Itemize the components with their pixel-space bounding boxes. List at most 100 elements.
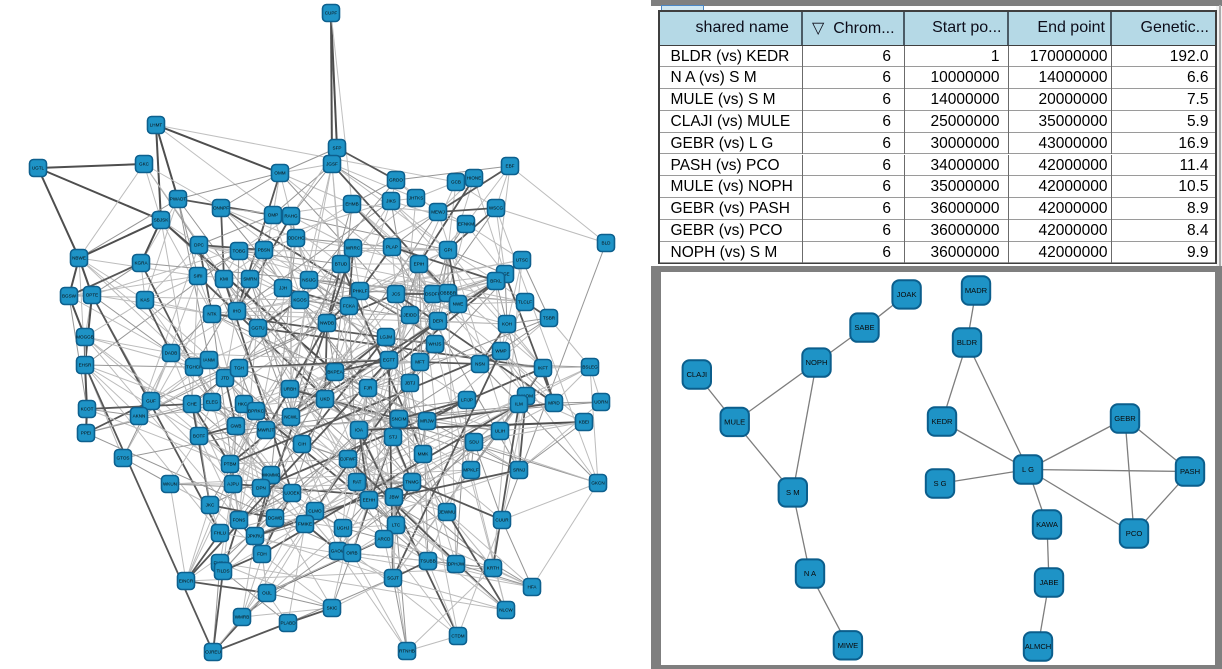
svg-text:OJREU: OJREU: [205, 650, 221, 655]
svg-text:GKC: GKC: [139, 162, 150, 167]
svg-text:JJH: JJH: [279, 286, 287, 291]
svg-text:TOBG: TOBG: [233, 249, 246, 254]
svg-text:IANM: IANM: [203, 358, 215, 363]
svg-text:SIRI: SIRI: [194, 274, 203, 279]
svg-text:MPKLF: MPKLF: [463, 468, 479, 473]
svg-text:ILM: ILM: [515, 402, 523, 407]
svg-text:KOH: KOH: [502, 322, 512, 327]
svg-text:RAT: RAT: [353, 480, 362, 485]
svg-text:DEPI: DEPI: [433, 319, 444, 324]
svg-text:BPRKC: BPRKC: [248, 409, 265, 414]
svg-text:LTC: LTC: [392, 523, 401, 528]
svg-text:LGJM: LGJM: [380, 335, 392, 340]
svg-text:HIONE: HIONE: [467, 176, 482, 181]
svg-text:WRRC: WRRC: [346, 246, 361, 251]
svg-text:S G: S G: [933, 479, 946, 488]
svg-text:JCS: JCS: [392, 292, 401, 297]
svg-text:UTSC: UTSC: [516, 258, 529, 263]
svg-text:NLCW: NLCW: [499, 608, 513, 613]
svg-text:MULE: MULE: [724, 417, 745, 426]
svg-text:CIH: CIH: [298, 442, 306, 447]
svg-text:JBW: JBW: [389, 495, 399, 500]
svg-text:GGTU: GGTU: [251, 326, 264, 331]
svg-text:MPID: MPID: [548, 401, 560, 406]
svg-text:ULIH: ULIH: [495, 429, 505, 434]
svg-text:KBEI: KBEI: [579, 420, 589, 425]
svg-text:PLABD: PLABD: [280, 621, 296, 626]
svg-text:TNMG: TNMG: [405, 480, 419, 485]
svg-text:EHSR: EHSR: [79, 363, 92, 368]
svg-text:OIJL: OIJL: [262, 591, 272, 596]
svg-text:KMI: KMI: [220, 277, 228, 282]
svg-text:WMRB: WMRB: [235, 615, 250, 620]
svg-text:NCWL: NCWL: [284, 415, 298, 420]
svg-text:TSUBB: TSUBB: [420, 559, 435, 564]
svg-text:GWB: GWB: [231, 424, 242, 429]
svg-text:OMM: OMM: [274, 171, 285, 176]
svg-text:OPTE: OPTE: [86, 293, 99, 298]
svg-text:JABE: JABE: [1040, 578, 1059, 587]
svg-text:LGE: LGE: [500, 272, 509, 277]
svg-text:MADR: MADR: [965, 286, 988, 295]
svg-text:WSCG: WSCG: [489, 206, 504, 211]
svg-text:FJR: FJR: [364, 386, 373, 391]
svg-text:EEHH: EEHH: [363, 498, 376, 503]
svg-text:PASH: PASH: [1180, 467, 1200, 476]
svg-text:GEBR: GEBR: [1114, 414, 1136, 423]
svg-text:BTUD: BTUD: [335, 262, 348, 267]
svg-text:MWRJT: MWRJT: [258, 428, 275, 433]
svg-text:NWE: NWE: [453, 302, 464, 307]
svg-text:FMIKE: FMIKE: [298, 522, 312, 527]
svg-text:PTBM: PTBM: [224, 462, 237, 467]
svg-text:OMP: OMP: [268, 213, 278, 218]
svg-text:BGSW: BGSW: [62, 294, 77, 299]
svg-text:GPI: GPI: [444, 248, 452, 253]
svg-text:IHO: IHO: [233, 309, 242, 314]
svg-text:UGTL: UGTL: [32, 166, 45, 171]
svg-text:WKMMC: WKMMC: [262, 473, 281, 478]
svg-text:ODCHC: ODCHC: [288, 236, 306, 241]
svg-text:UKD: UKD: [320, 397, 330, 402]
svg-text:MMK: MMK: [418, 452, 430, 457]
svg-text:NWDB: NWDB: [320, 321, 334, 326]
svg-text:MOGGB: MOGGB: [76, 335, 94, 340]
svg-text:ONNPF: ONNPF: [213, 206, 229, 211]
svg-text:SDU: SDU: [469, 440, 479, 445]
svg-text:JOAK: JOAK: [897, 290, 917, 299]
svg-text:DPC: DPC: [194, 243, 204, 248]
svg-text:NSIJG: NSIJG: [302, 278, 316, 283]
svg-text:JPKRU: JPKRU: [247, 534, 262, 539]
svg-text:ELEG: ELEG: [206, 400, 219, 405]
svg-text:AKNN: AKNN: [133, 414, 146, 419]
svg-text:KEDR: KEDR: [931, 417, 953, 426]
svg-text:CHE: CHE: [187, 402, 197, 407]
svg-text:SBJSK: SBJSK: [154, 218, 169, 223]
svg-text:BLD: BLD: [602, 241, 612, 246]
svg-text:LHMT: LHMT: [150, 123, 163, 128]
svg-text:KGOS: KGOS: [293, 298, 306, 303]
svg-text:CTDM: CTDM: [451, 634, 464, 639]
svg-text:KGRA: KGRA: [134, 261, 148, 266]
svg-text:FHLU: FHLU: [214, 531, 226, 536]
svg-text:CLAJI: CLAJI: [686, 370, 707, 379]
svg-text:FDH: FDH: [257, 552, 266, 557]
svg-text:GCB: GCB: [451, 180, 461, 185]
svg-text:SNCIM: SNCIM: [392, 417, 407, 422]
svg-text:SFP: SFP: [333, 146, 342, 151]
svg-text:SMRN: SMRN: [243, 277, 257, 282]
svg-text:SRNJ: SRNJ: [513, 468, 525, 473]
svg-text:DJFWF: DJFWF: [340, 457, 356, 462]
svg-text:GAOW: GAOW: [331, 549, 346, 554]
svg-text:JKC: JKC: [206, 503, 215, 508]
svg-text:MFT: MFT: [415, 360, 425, 365]
svg-text:MRJW: MRJW: [420, 419, 434, 424]
svg-text:EHMB: EHMB: [345, 202, 358, 207]
svg-text:DSDFU: DSDFU: [425, 292, 441, 297]
svg-text:ARCD: ARCD: [377, 537, 391, 542]
svg-text:NTK: NTK: [207, 312, 217, 317]
svg-text:PHKLF: PHKLF: [353, 289, 368, 294]
svg-text:OIRB: OIRB: [346, 551, 357, 556]
svg-text:NOPH: NOPH: [806, 358, 828, 367]
svg-text:DPN: DPN: [256, 486, 266, 491]
svg-text:CLMO: CLMO: [308, 509, 322, 514]
